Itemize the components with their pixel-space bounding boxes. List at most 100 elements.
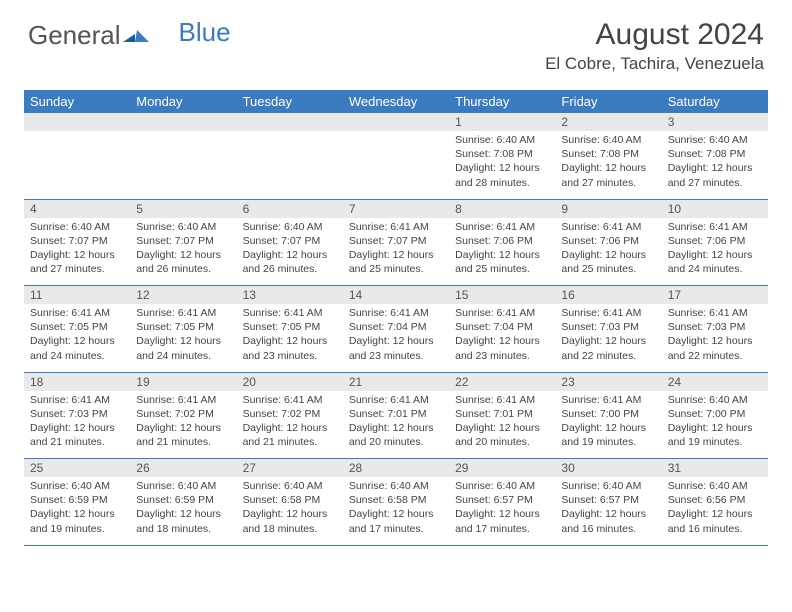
sunrise-text: Sunrise: 6:41 AM [243,393,337,407]
day-number-cell: 31 [662,459,768,478]
daylight-text-2: and 19 minutes. [561,435,655,449]
day-content-cell: Sunrise: 6:41 AMSunset: 7:01 PMDaylight:… [449,391,555,459]
weekday-header: Monday [130,90,236,113]
weekday-header: Thursday [449,90,555,113]
day-number-cell [237,113,343,131]
sunset-text: Sunset: 7:08 PM [668,147,762,161]
weekday-header: Friday [555,90,661,113]
sunset-text: Sunset: 7:02 PM [243,407,337,421]
sunrise-text: Sunrise: 6:40 AM [455,133,549,147]
day-content-cell: Sunrise: 6:40 AMSunset: 7:00 PMDaylight:… [662,391,768,459]
sunrise-text: Sunrise: 6:40 AM [30,220,124,234]
sunrise-text: Sunrise: 6:41 AM [455,393,549,407]
daylight-text-1: Daylight: 12 hours [561,334,655,348]
day-content-cell [130,131,236,199]
day-content-cell: Sunrise: 6:41 AMSunset: 7:03 PMDaylight:… [24,391,130,459]
day-number-cell: 10 [662,199,768,218]
day-content-cell: Sunrise: 6:40 AMSunset: 7:08 PMDaylight:… [555,131,661,199]
weekday-header: Saturday [662,90,768,113]
location: El Cobre, Tachira, Venezuela [545,54,764,74]
daylight-text-2: and 21 minutes. [243,435,337,449]
day-content-cell: Sunrise: 6:40 AMSunset: 6:59 PMDaylight:… [130,477,236,545]
daylight-text-1: Daylight: 12 hours [243,248,337,262]
sunrise-text: Sunrise: 6:41 AM [243,306,337,320]
sunset-text: Sunset: 6:56 PM [668,493,762,507]
day-number-cell: 8 [449,199,555,218]
daylight-text-1: Daylight: 12 hours [561,248,655,262]
sunrise-text: Sunrise: 6:40 AM [243,220,337,234]
day-number-cell: 29 [449,459,555,478]
sunrise-text: Sunrise: 6:40 AM [243,479,337,493]
daylight-text-1: Daylight: 12 hours [455,334,549,348]
daylight-text-1: Daylight: 12 hours [349,248,443,262]
sunrise-text: Sunrise: 6:41 AM [561,306,655,320]
day-content-cell: Sunrise: 6:40 AMSunset: 6:57 PMDaylight:… [555,477,661,545]
daylight-text-1: Daylight: 12 hours [349,421,443,435]
day-content-cell [343,131,449,199]
day-content-cell: Sunrise: 6:41 AMSunset: 7:04 PMDaylight:… [343,304,449,372]
daylight-text-2: and 28 minutes. [455,176,549,190]
daylight-text-2: and 21 minutes. [30,435,124,449]
sunset-text: Sunset: 7:07 PM [30,234,124,248]
day-content-cell: Sunrise: 6:40 AMSunset: 6:57 PMDaylight:… [449,477,555,545]
sunset-text: Sunset: 6:58 PM [349,493,443,507]
day-number-cell: 27 [237,459,343,478]
sunset-text: Sunset: 7:07 PM [243,234,337,248]
daylight-text-1: Daylight: 12 hours [243,334,337,348]
sunset-text: Sunset: 7:04 PM [455,320,549,334]
daylight-text-1: Daylight: 12 hours [668,248,762,262]
sunrise-text: Sunrise: 6:40 AM [136,220,230,234]
daylight-text-1: Daylight: 12 hours [455,248,549,262]
daylight-text-1: Daylight: 12 hours [349,507,443,521]
day-content-row: Sunrise: 6:40 AMSunset: 7:07 PMDaylight:… [24,218,768,286]
day-number-cell: 5 [130,199,236,218]
daylight-text-2: and 21 minutes. [136,435,230,449]
daylight-text-1: Daylight: 12 hours [455,161,549,175]
day-content-cell: Sunrise: 6:41 AMSunset: 7:06 PMDaylight:… [449,218,555,286]
sunrise-text: Sunrise: 6:41 AM [136,306,230,320]
day-content-cell: Sunrise: 6:40 AMSunset: 6:59 PMDaylight:… [24,477,130,545]
sunset-text: Sunset: 7:05 PM [243,320,337,334]
sunset-text: Sunset: 7:03 PM [561,320,655,334]
sunrise-text: Sunrise: 6:41 AM [561,393,655,407]
calendar-table: SundayMondayTuesdayWednesdayThursdayFrid… [24,90,768,546]
day-number-cell: 1 [449,113,555,131]
day-content-cell: Sunrise: 6:41 AMSunset: 7:05 PMDaylight:… [237,304,343,372]
logo-text-1: General [28,20,121,51]
daylight-text-1: Daylight: 12 hours [30,421,124,435]
daylight-text-1: Daylight: 12 hours [136,334,230,348]
day-number-cell: 24 [662,372,768,391]
daylight-text-2: and 20 minutes. [349,435,443,449]
sunset-text: Sunset: 7:06 PM [455,234,549,248]
day-number-cell: 28 [343,459,449,478]
sunrise-text: Sunrise: 6:40 AM [561,479,655,493]
daylight-text-2: and 17 minutes. [349,522,443,536]
day-number-cell: 7 [343,199,449,218]
day-content-cell: Sunrise: 6:41 AMSunset: 7:03 PMDaylight:… [662,304,768,372]
sunrise-text: Sunrise: 6:41 AM [349,306,443,320]
daylight-text-1: Daylight: 12 hours [561,507,655,521]
weekday-header: Tuesday [237,90,343,113]
daylight-text-2: and 22 minutes. [668,349,762,363]
sunrise-text: Sunrise: 6:41 AM [455,220,549,234]
daylight-text-1: Daylight: 12 hours [455,507,549,521]
day-content-cell: Sunrise: 6:41 AMSunset: 7:02 PMDaylight:… [237,391,343,459]
day-content-cell: Sunrise: 6:40 AMSunset: 6:58 PMDaylight:… [237,477,343,545]
day-number-cell: 9 [555,199,661,218]
day-number-cell [130,113,236,131]
sunset-text: Sunset: 6:57 PM [561,493,655,507]
day-content-cell: Sunrise: 6:41 AMSunset: 7:01 PMDaylight:… [343,391,449,459]
daylight-text-2: and 23 minutes. [243,349,337,363]
sunrise-text: Sunrise: 6:40 AM [561,133,655,147]
weekday-header: Wednesday [343,90,449,113]
daylight-text-2: and 24 minutes. [136,349,230,363]
daylight-text-2: and 26 minutes. [243,262,337,276]
daylight-text-2: and 23 minutes. [455,349,549,363]
day-number-cell: 21 [343,372,449,391]
day-number-cell: 2 [555,113,661,131]
day-number-row: 11121314151617 [24,286,768,305]
sunset-text: Sunset: 6:58 PM [243,493,337,507]
daylight-text-2: and 18 minutes. [136,522,230,536]
sunrise-text: Sunrise: 6:41 AM [668,306,762,320]
sunset-text: Sunset: 7:07 PM [136,234,230,248]
